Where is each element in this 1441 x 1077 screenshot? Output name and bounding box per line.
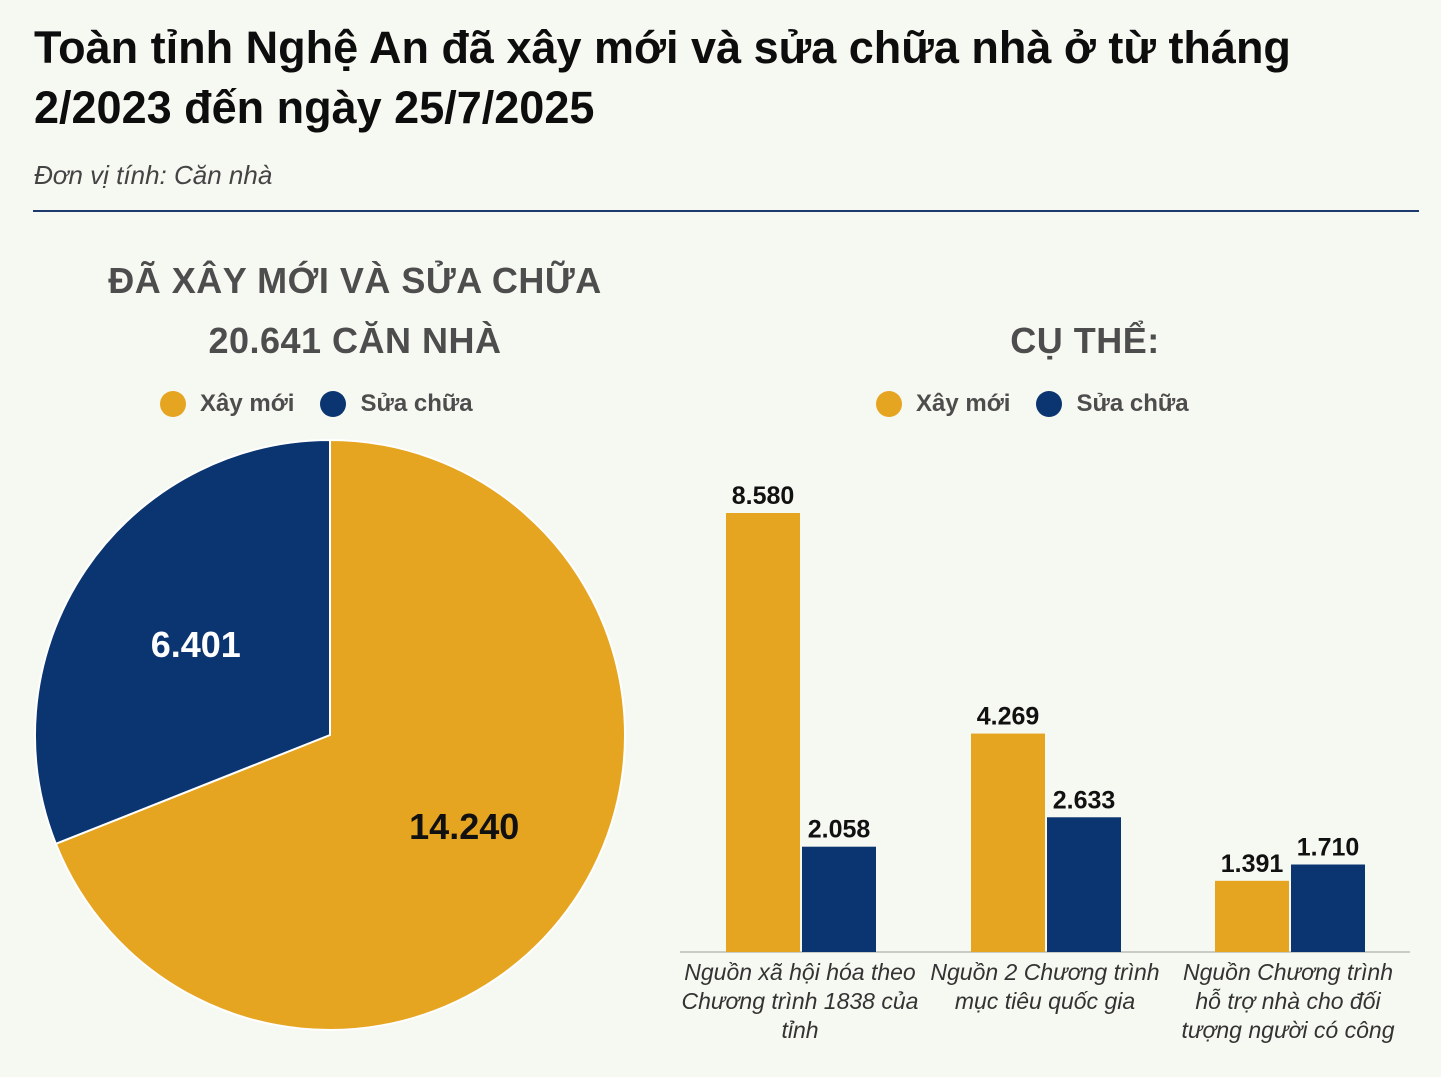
legend-item-new: Xây mới (876, 390, 1010, 418)
legend-label-repair: Sửa chữa (1076, 390, 1189, 417)
legend-label-new: Xây mới (916, 390, 1011, 417)
category-label-1: Nguồn xã hội hóa theo Chương trình 1838 … (681, 959, 919, 1043)
legend-item-new: Xây mới (160, 390, 294, 418)
unit-note: Đơn vị tính: Căn nhà (34, 160, 273, 190)
legend-label-new: Xây mới (200, 390, 295, 417)
pie-slice-repair (34, 438, 331, 846)
pie-title-line1: ĐÃ XÂY MỚI VÀ SỬA CHỮA (108, 260, 602, 301)
pie-slice-new (54, 438, 626, 1031)
legend-item-repair: Sửa chữa (320, 390, 473, 418)
pie-label-new: 14.240 (409, 806, 519, 847)
bar-value-label-new-2: 4.269 (977, 703, 1040, 731)
pie-title-line2: 20.641 CĂN NHÀ (208, 320, 502, 361)
bar-repair-3 (1291, 864, 1365, 952)
legend-swatch-new (876, 391, 902, 417)
bar-repair-1 (802, 846, 876, 952)
header-divider (33, 210, 1419, 212)
bar-title: CỤ THỂ: (1010, 320, 1160, 361)
pie-label-repair: 6.401 (151, 624, 241, 665)
bar-value-label-repair-3: 1.710 (1297, 834, 1360, 862)
category-label-3: Nguồn Chương trình hỗ trợ nhà cho đối tư… (1181, 959, 1395, 1043)
bar-new-1 (726, 513, 800, 952)
legend-swatch-repair (320, 391, 347, 417)
bar-repair-2 (1047, 817, 1121, 952)
legend-swatch-repair (1036, 391, 1063, 417)
category-label-2: Nguồn 2 Chương trình mục tiêu quốc gia (930, 959, 1160, 1014)
legend-item-repair: Sửa chữa (1036, 390, 1189, 418)
bar-legend: Xây mới Sửa chữa (876, 390, 1215, 418)
bar-value-label-repair-1: 2.058 (808, 816, 871, 844)
bar-new-2 (971, 733, 1045, 952)
page-title: Toàn tỉnh Nghệ An đã xây mới và sửa chữa… (34, 22, 1291, 133)
bar-value-label-new-1: 8.580 (732, 482, 795, 510)
bar-value-label-new-3: 1.391 (1221, 850, 1284, 878)
legend-swatch-new (160, 391, 186, 417)
bar-value-label-repair-2: 2.633 (1053, 786, 1116, 814)
bar-new-3 (1215, 880, 1289, 952)
pie-legend: Xây mới Sửa chữa (160, 390, 499, 418)
legend-label-repair: Sửa chữa (360, 390, 473, 417)
